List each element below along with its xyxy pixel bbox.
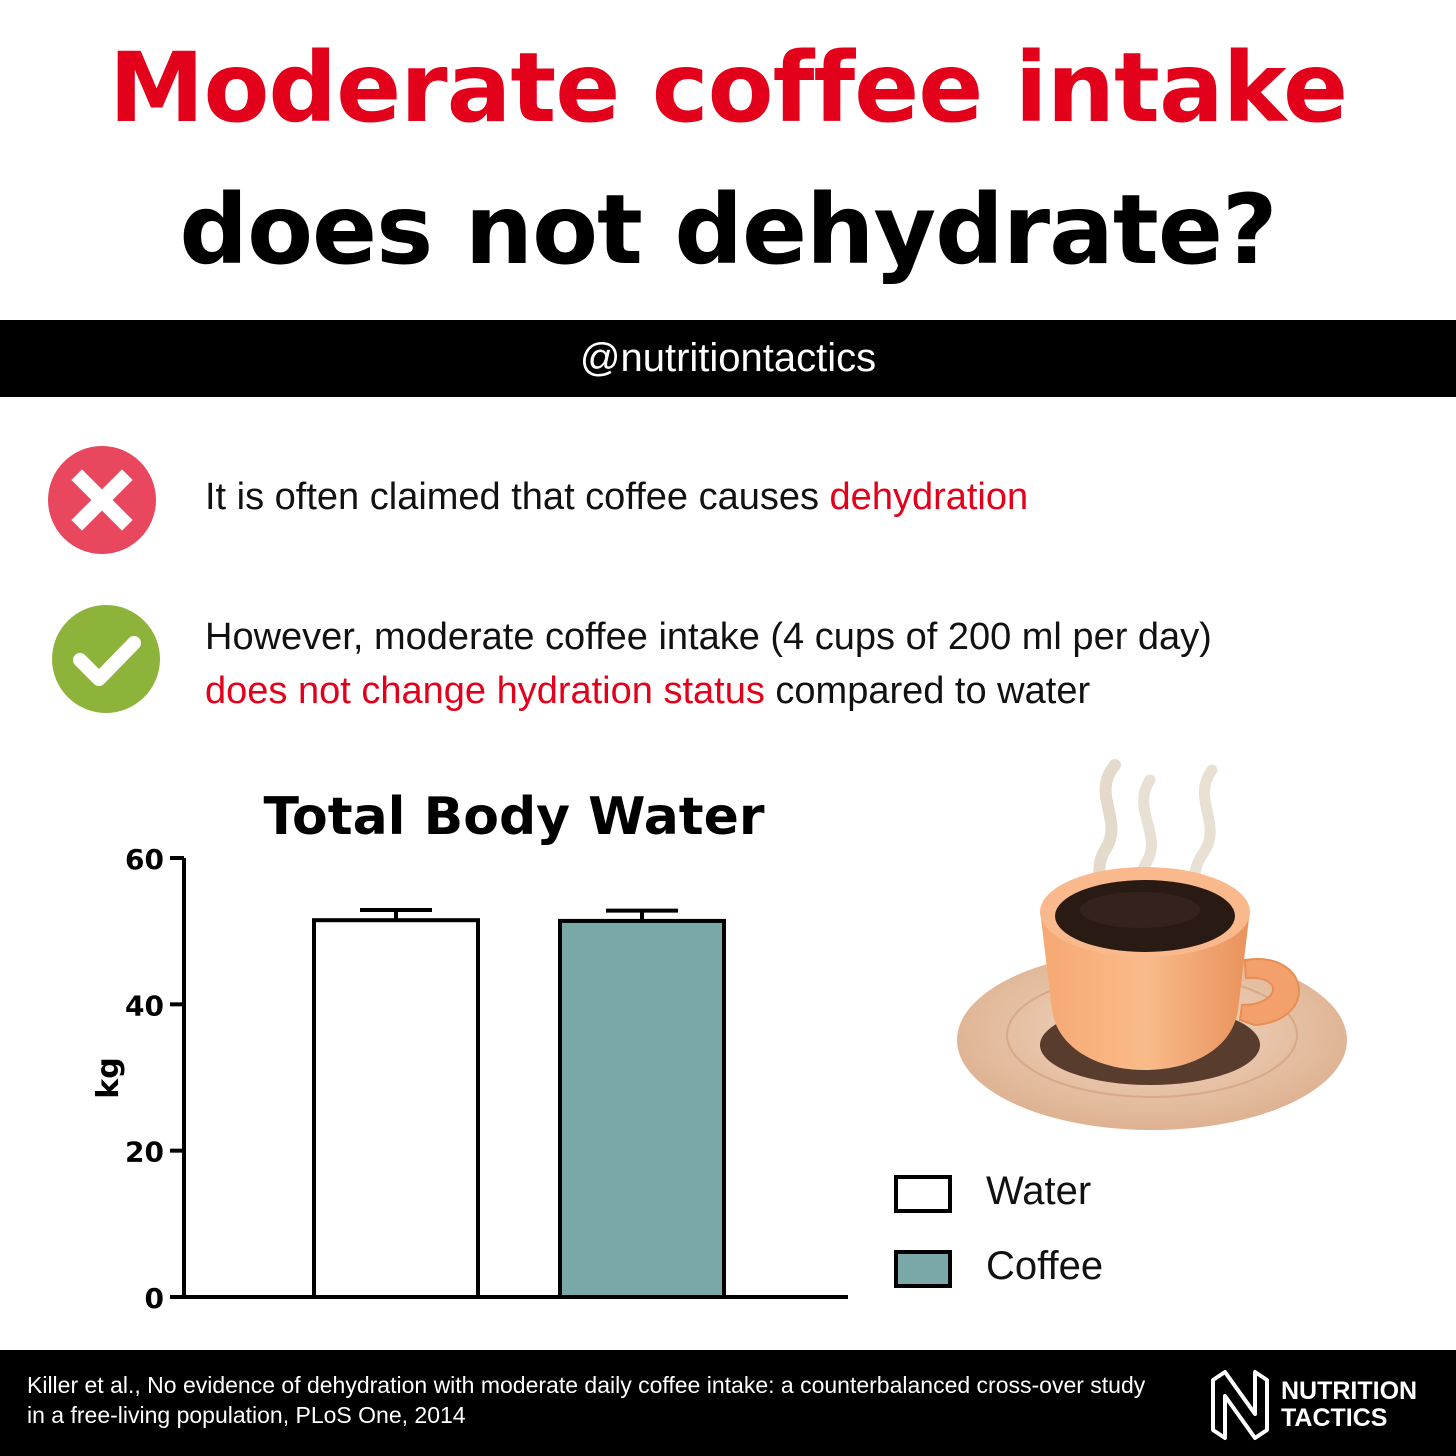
y-tick-label: 60 (125, 843, 164, 876)
bar-chart: Total Body Water kg 0 20 40 60 (91, 787, 848, 1315)
headline-line-2: does not dehydrate? (179, 174, 1277, 286)
myth-statement: It is often claimed that coffee causes d… (205, 470, 1028, 524)
y-tick-label: 20 (125, 1136, 164, 1169)
legend-swatch-coffee (894, 1250, 952, 1288)
fact-highlight: does not change hydration status (205, 670, 765, 712)
legend-label-water: Water (986, 1169, 1092, 1213)
brand-line-1: NUTRITION (1281, 1377, 1418, 1405)
myth-highlight: dehydration (829, 476, 1029, 518)
fact-line-1: However, moderate coffee intake (4 cups … (205, 616, 1212, 658)
fact-statement: However, moderate coffee intake (4 cups … (205, 610, 1212, 718)
legend-item-coffee: Coffee (892, 1244, 1372, 1310)
brand-line-2: TACTICS (1281, 1404, 1388, 1432)
check-icon (52, 605, 160, 713)
bar-coffee (558, 918, 726, 1299)
y-axis-label: kg (91, 1057, 126, 1098)
legend-item-water: Water (892, 1169, 1372, 1235)
y-tick-label: 40 (125, 989, 164, 1022)
handle-bar: @nutritiontactics (0, 320, 1456, 397)
legend-label-coffee: Coffee (986, 1244, 1104, 1288)
bar-water (312, 918, 480, 1299)
myth-text: It is often claimed that coffee causes (205, 476, 830, 518)
brand-logo: NUTRITION TACTICS (1205, 1360, 1450, 1448)
chart-title: Total Body Water (263, 787, 764, 847)
brand-name: NUTRITION TACTICS (1281, 1378, 1417, 1432)
logo-icon (1211, 1370, 1269, 1440)
headline-line-1: Moderate coffee intake (108, 32, 1348, 144)
footer: Killer et al., No evidence of dehydratio… (0, 1350, 1456, 1456)
y-tick-label: 0 (145, 1282, 164, 1315)
citation: Killer et al., No evidence of dehydratio… (27, 1372, 1146, 1428)
coffee-cup-icon (957, 867, 1347, 1130)
fact-text: compared to water (764, 670, 1091, 712)
social-handle: @nutritiontactics (579, 336, 877, 380)
cross-icon (48, 446, 156, 554)
legend-swatch-water (894, 1175, 952, 1213)
